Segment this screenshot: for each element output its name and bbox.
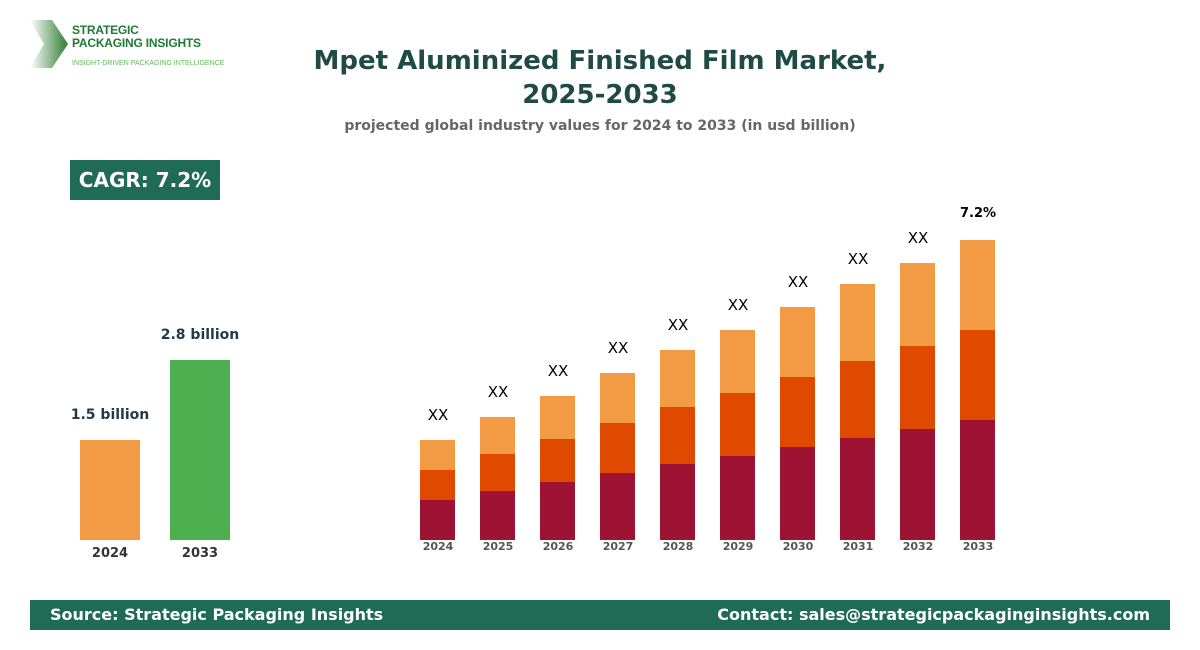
bar-top-label: XX	[427, 406, 449, 424]
bar-segment	[420, 440, 455, 470]
bar-top-label: XX	[787, 273, 809, 291]
bar-segment	[540, 396, 575, 439]
bar-segment	[480, 417, 515, 454]
bar-top-label: XX	[547, 362, 569, 380]
bar-segment	[780, 307, 815, 377]
logo: STRATEGIC PACKAGING INSIGHTS INSIGHT-DRIV…	[30, 18, 230, 73]
bar-top-label: 7.2%	[959, 206, 997, 221]
x-tick-label: 2024	[422, 540, 454, 553]
bar-segment	[960, 420, 995, 540]
stacked-bar-chart: XX 2024 XX 2025 XX 2026 XX 2027 XX 2028 XX 2029 XX 20…	[420, 0, 997, 600]
logo-tagline: INSIGHT-DRIVEN PACKAGING INTELLIGENCE	[72, 60, 225, 67]
bar-group	[600, 0, 635, 600]
chart-subtitle: projected global industry values for 202…	[344, 118, 856, 134]
bar-group	[540, 0, 575, 600]
bar-segment	[720, 456, 755, 540]
contact-link[interactable]: Contact: sales@strategicpackaginginsight…	[717, 605, 1150, 624]
bar-segment	[900, 346, 935, 429]
bar-segment	[480, 491, 515, 540]
bar-segment	[960, 240, 995, 330]
bar-top-label: XX	[487, 383, 509, 401]
bar-segment	[660, 464, 695, 540]
bar-segment	[600, 423, 635, 473]
bar-segment	[540, 439, 575, 482]
bar-group	[780, 0, 815, 600]
summary-bar	[170, 360, 230, 540]
bar-segment	[840, 361, 875, 438]
logo-text: STRATEGIC PACKAGING INSIGHTS	[72, 23, 201, 50]
bar-segment	[780, 447, 815, 540]
x-tick-label: 2030	[782, 540, 814, 553]
x-tick-label: 2026	[542, 540, 574, 553]
bar-segment	[420, 470, 455, 500]
bar-segment	[600, 373, 635, 423]
bar-group	[840, 0, 875, 600]
summary-year-label: 2033	[181, 546, 219, 561]
bar-segment	[540, 482, 575, 540]
bar-segment	[900, 263, 935, 346]
x-tick-label: 2025	[482, 540, 514, 553]
bar-segment	[720, 393, 755, 456]
x-tick-label: 2029	[722, 540, 754, 553]
bar-group	[720, 0, 755, 600]
bar-segment	[960, 330, 995, 420]
summary-value-label: 2.8 billion	[160, 327, 240, 344]
bar-top-label: XX	[607, 339, 629, 357]
bar-group	[900, 0, 935, 600]
bar-segment	[840, 284, 875, 361]
x-tick-label: 2028	[662, 540, 694, 553]
bar-segment	[420, 500, 455, 540]
bar-top-label: XX	[847, 250, 869, 268]
bar-top-label: XX	[667, 316, 689, 334]
cagr-badge: CAGR: 7.2%	[70, 160, 220, 200]
bar-segment	[600, 473, 635, 540]
x-tick-label: 2033	[962, 540, 994, 553]
source-text: Source: Strategic Packaging Insights	[50, 605, 384, 624]
bar-segment	[660, 350, 695, 407]
x-tick-label: 2032	[902, 540, 934, 553]
bar-group	[660, 0, 695, 600]
summary-year-label: 2024	[91, 546, 129, 561]
summary-bar	[80, 440, 140, 540]
bar-group	[480, 0, 515, 600]
bar-group	[420, 0, 455, 600]
bar-group	[960, 0, 995, 600]
chevron-logo-icon	[30, 20, 68, 68]
bar-top-label: XX	[727, 296, 749, 314]
summary-value-label: 1.5 billion	[70, 407, 150, 423]
summary-chart: 1.5 billion 2024 2.8 billion 2033	[0, 0, 300, 600]
chart-title: Mpet Aluminized Finished Film Market, 202…	[313, 46, 887, 110]
bar-segment	[480, 454, 515, 491]
bar-segment	[900, 429, 935, 540]
bar-top-label: XX	[907, 229, 929, 247]
x-tick-label: 2031	[842, 540, 874, 553]
bar-segment	[840, 438, 875, 540]
footer: Source: Strategic Packaging Insights Con…	[30, 600, 1170, 630]
bar-segment	[780, 377, 815, 447]
bar-segment	[720, 330, 755, 393]
bar-segment	[660, 407, 695, 464]
x-tick-label: 2027	[602, 540, 634, 553]
